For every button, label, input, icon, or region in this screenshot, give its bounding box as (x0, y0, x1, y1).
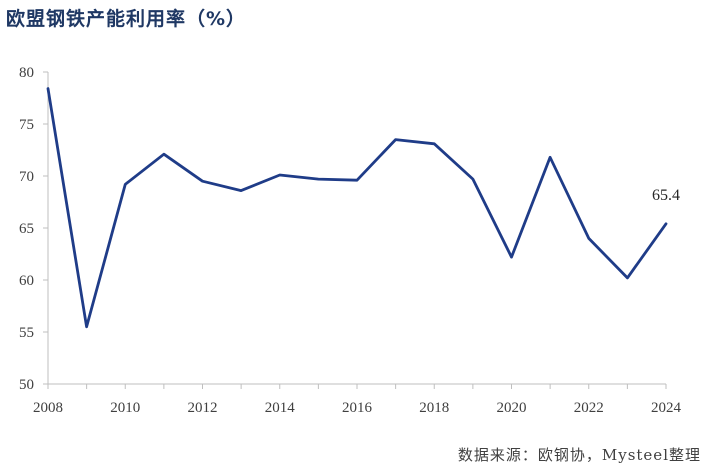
y-tick-label: 65 (19, 221, 34, 237)
series-layer (46, 87, 668, 329)
y-tick-label: 55 (19, 325, 34, 341)
x-tick-label: 2012 (188, 400, 218, 416)
y-tick-label: 75 (19, 117, 34, 133)
x-tick-label: 2010 (110, 400, 140, 416)
x-tick-label: 2020 (497, 400, 527, 416)
data-label: 65.4 (652, 187, 680, 204)
source-note: 数据来源：欧钢协，Mysteel整理 (457, 446, 701, 464)
series-line (46, 87, 668, 329)
x-tick-label: 2018 (419, 400, 449, 416)
y-tick-label: 70 (19, 169, 34, 185)
data-labels: 65.4 (652, 187, 680, 204)
y-tick-label: 60 (19, 273, 34, 289)
y-tick-label: 50 (19, 377, 34, 393)
x-tick-label: 2016 (342, 400, 373, 416)
x-tick-label: 2008 (33, 400, 63, 416)
x-tick-label: 2014 (265, 400, 296, 416)
tick-labels: 50 55 60 65 70 75 80 2008 2010 2012 2014 2016 2018 20… (19, 65, 682, 416)
y-tick-label: 80 (19, 65, 34, 81)
chart-title: 欧盟钢铁产能利用率（%） (6, 8, 247, 30)
x-tick-label: 2024 (651, 400, 682, 416)
axes (43, 71, 667, 389)
x-tick-label: 2022 (574, 400, 604, 416)
